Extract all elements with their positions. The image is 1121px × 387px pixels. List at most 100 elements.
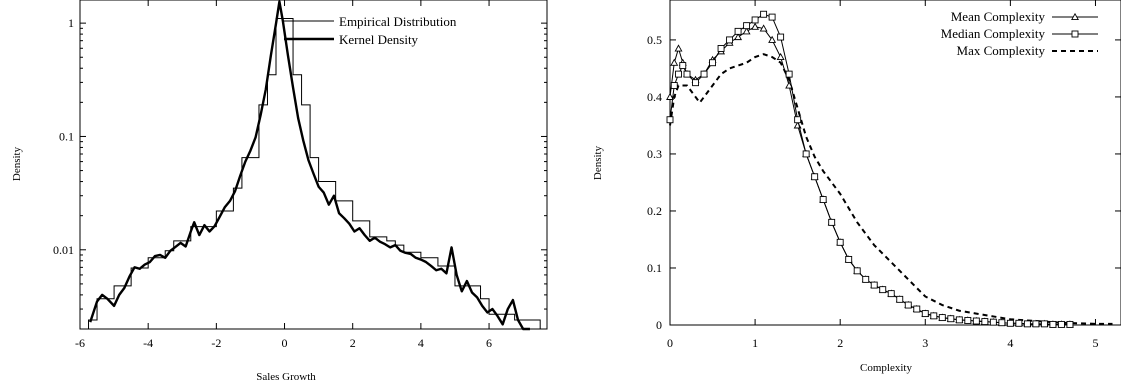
legend-label-median: Median Complexity xyxy=(941,26,1046,41)
median-marker xyxy=(717,45,725,52)
x-tick-label: 6 xyxy=(486,336,492,350)
y-tick-label: 0.2 xyxy=(647,204,662,218)
y-tick-label: 0 xyxy=(656,318,662,332)
x-tick-label: -2 xyxy=(211,336,221,350)
series-median-complexity xyxy=(666,10,1074,328)
legend-label-kernel: Kernel Density xyxy=(339,32,419,47)
median-marker xyxy=(1057,320,1065,328)
median-marker xyxy=(1040,320,1048,328)
mean-marker xyxy=(742,27,751,35)
legend-label-empirical: Empirical Distribution xyxy=(339,14,457,29)
median-marker xyxy=(930,312,938,320)
right-x-axis-label: Complexity xyxy=(860,362,912,374)
median-marker xyxy=(938,314,946,322)
median-marker xyxy=(913,305,921,313)
median-marker xyxy=(1071,30,1079,38)
x-tick-label: 5 xyxy=(1092,336,1098,350)
median-marker xyxy=(947,315,955,323)
mean-line xyxy=(669,26,1070,325)
median-marker xyxy=(760,10,768,18)
median-marker xyxy=(972,317,980,325)
median-marker xyxy=(811,173,819,181)
median-marker xyxy=(683,70,691,78)
x-tick-label: 2 xyxy=(837,336,843,350)
median-marker xyxy=(802,150,810,158)
median-marker xyxy=(670,82,678,89)
x-tick-label: 4 xyxy=(418,336,424,350)
x-tick-label: 0 xyxy=(282,336,288,350)
x-tick-label: 3 xyxy=(922,336,928,350)
left-chart: -6 -4 -2 0 2 4 6 0.01 0.1 1 Sales Growth Density… xyxy=(11,0,548,383)
left-plot-frame xyxy=(79,0,548,330)
median-marker xyxy=(692,79,699,87)
median-marker xyxy=(955,316,963,324)
right-legend: Mean Complexity Median Complexity Max Co… xyxy=(941,9,1098,58)
median-marker xyxy=(904,301,912,309)
median-marker xyxy=(870,281,878,289)
series-max-complexity xyxy=(669,53,1113,325)
median-marker xyxy=(709,59,716,67)
right-y-axis-label: Density xyxy=(592,145,604,180)
right-chart: 0 1 2 3 4 5 0 0.1 0.2 0.3 0.4 0.5 Complexity Densi… xyxy=(592,0,1121,374)
median-marker xyxy=(743,22,751,30)
median-marker xyxy=(726,36,734,44)
median-marker xyxy=(921,310,929,318)
y-tick-label: 0.1 xyxy=(647,261,662,275)
x-tick-label: -6 xyxy=(75,336,85,350)
x-tick-label: 4 xyxy=(1007,336,1013,350)
median-marker xyxy=(887,290,895,298)
median-marker xyxy=(777,33,785,41)
mean-marker xyxy=(666,92,674,100)
y-tick-label: 0.01 xyxy=(53,243,74,257)
left-legend: Empirical Distribution Kernel Density xyxy=(284,14,457,47)
legend-label-mean: Mean Complexity xyxy=(951,9,1046,24)
mean-marker xyxy=(751,22,760,30)
median-marker xyxy=(700,70,708,78)
median-marker xyxy=(879,286,887,294)
median-marker xyxy=(734,27,742,35)
y-tick-label: 0.3 xyxy=(647,147,662,161)
mean-marker xyxy=(768,35,777,43)
y-tick-label: 0.1 xyxy=(59,129,74,143)
x-tick-label: 2 xyxy=(350,336,356,350)
median-marker xyxy=(751,16,759,24)
x-tick-label: -4 xyxy=(143,336,153,350)
median-marker xyxy=(862,275,870,283)
left-y-axis-label: Density xyxy=(11,146,23,181)
median-line xyxy=(669,13,1070,325)
median-marker xyxy=(794,116,802,124)
mean-marker xyxy=(776,52,785,61)
median-marker xyxy=(964,316,972,324)
median-marker xyxy=(989,318,997,326)
y-tick-label: 1 xyxy=(68,16,74,30)
mean-marker xyxy=(734,32,743,41)
median-marker xyxy=(998,319,1006,327)
mean-marker xyxy=(759,24,768,32)
x-tick-label: 0 xyxy=(667,336,673,350)
median-marker xyxy=(1006,319,1014,327)
legend-label-max: Max Complexity xyxy=(957,43,1046,58)
mean-marker xyxy=(670,58,679,66)
median-marker xyxy=(836,238,844,246)
median-marker xyxy=(768,13,776,21)
median-marker xyxy=(828,218,836,226)
median-marker xyxy=(679,62,687,70)
left-x-axis-label: Sales Growth xyxy=(256,371,316,383)
median-marker xyxy=(675,70,682,78)
x-tick-label: 1 xyxy=(752,336,758,350)
median-marker xyxy=(1023,320,1031,328)
series-mean-complexity xyxy=(666,22,1074,328)
mean-marker xyxy=(1071,12,1079,21)
y-tick-label: 0.4 xyxy=(647,90,662,104)
median-marker xyxy=(896,295,904,303)
median-marker xyxy=(853,267,861,275)
median-marker xyxy=(981,318,989,326)
median-marker xyxy=(1066,320,1074,328)
median-marker xyxy=(1032,320,1040,328)
median-marker xyxy=(845,255,853,263)
median-marker xyxy=(1015,319,1023,327)
mean-marker xyxy=(674,44,683,52)
median-marker xyxy=(819,196,827,204)
median-marker xyxy=(1049,320,1057,328)
